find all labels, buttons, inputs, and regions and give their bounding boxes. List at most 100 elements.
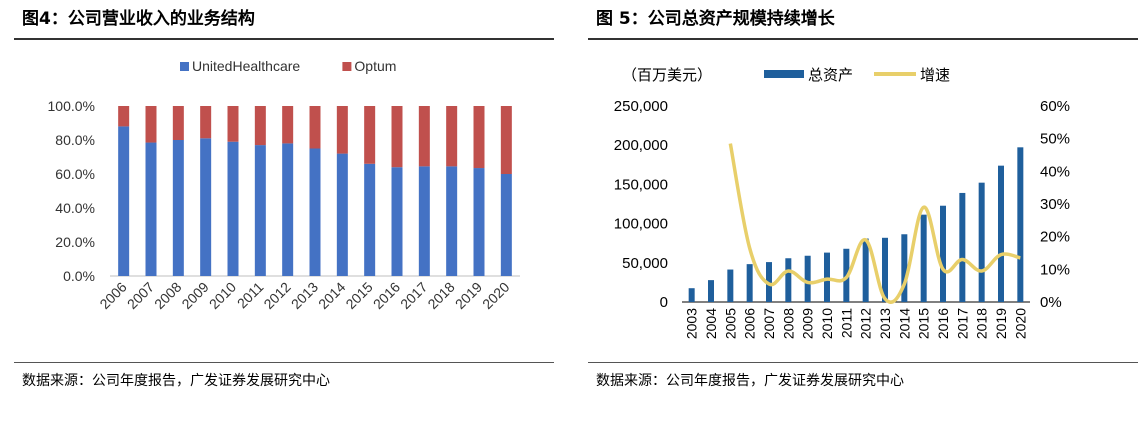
x-tick-label: 2017	[954, 308, 970, 339]
bar-unitedhealthcare-2009	[200, 138, 212, 276]
x-tick-label: 2013	[877, 308, 893, 339]
x-tick-label: 2016	[370, 279, 403, 312]
y-tick-label: 80.0%	[55, 132, 95, 148]
right-source-rule	[588, 362, 1138, 363]
bar-total-assets-2003	[688, 288, 695, 302]
left-source-note: 数据来源：公司年度报告，广发证券发展研究中心	[22, 373, 330, 389]
bar-unitedhealthcare-2010	[227, 141, 239, 276]
right-combo-chart: （百万美元） 总资产 增速 0 50,000 100,000 150,000 200,000 2…	[614, 67, 1070, 339]
bar-unitedhealthcare-2016	[391, 167, 403, 276]
bar-optum-2011	[254, 106, 266, 146]
growth-rate-line	[728, 143, 1021, 304]
x-tick-label: 2019	[452, 279, 485, 312]
bar-optum-2018	[446, 106, 458, 167]
bar-unitedhealthcare-2006	[118, 126, 130, 277]
bar-optum-2015	[364, 106, 376, 164]
left-title-rule	[14, 38, 554, 40]
x-tick-label: 2006	[96, 279, 129, 312]
bar-unitedhealthcare-2014	[336, 153, 348, 276]
bar-optum-2013	[309, 106, 321, 149]
x-tick-label: 2005	[722, 308, 738, 339]
bar-total-assets-2016	[940, 205, 946, 302]
bar-optum-2020	[500, 106, 512, 174]
legend-swatch-total-assets	[764, 70, 804, 78]
x-tick-label: 2012	[260, 279, 293, 312]
bar-total-assets-2017	[959, 192, 966, 302]
right-y-tick-label: 60%	[1040, 98, 1070, 115]
bar-total-assets-2018	[978, 182, 985, 302]
bar-optum-2008	[172, 106, 184, 140]
legend-label-unitedhealthcare: UnitedHealthcare	[192, 58, 300, 74]
x-tick-label: 2016	[935, 308, 951, 339]
y-tick-label: 40.0%	[55, 200, 95, 216]
y-tick-label: 0.0%	[63, 268, 95, 284]
x-tick-label: 2008	[151, 279, 184, 312]
right-y-tick-label: 30%	[1040, 196, 1070, 213]
bar-optum-2009	[200, 106, 212, 139]
x-tick-label: 2012	[858, 308, 874, 339]
x-tick-label: 2003	[684, 308, 700, 339]
right-y-tick-label: 40%	[1040, 163, 1070, 180]
x-tick-label: 2017	[397, 279, 430, 312]
bar-unitedhealthcare-2019	[473, 168, 485, 276]
x-tick-label: 2011	[234, 279, 267, 312]
x-tick-label: 2015	[916, 308, 932, 339]
x-tick-label: 2020	[1012, 308, 1028, 339]
bar-unitedhealthcare-2008	[172, 140, 184, 276]
bar-optum-2019	[473, 106, 485, 169]
bar-total-assets-2006	[746, 264, 753, 302]
right-title-rule	[588, 38, 1138, 40]
x-tick-label: 2014	[896, 308, 912, 339]
bar-optum-2007	[145, 106, 157, 143]
bar-total-assets-2013	[882, 237, 888, 302]
x-tick-label: 2010	[206, 279, 239, 312]
bar-unitedhealthcare-2017	[418, 166, 430, 276]
x-tick-label: 2006	[742, 308, 758, 339]
left-y-tick-label: 200,000	[614, 137, 668, 154]
bar-unitedhealthcare-2013	[309, 148, 321, 276]
x-tick-label: 2014	[315, 279, 348, 312]
left-y-tick-label: 150,000	[614, 176, 668, 193]
x-tick-label: 2007	[124, 279, 157, 312]
bar-unitedhealthcare-2018	[446, 166, 458, 276]
bar-total-assets-2012	[862, 238, 869, 302]
left-y-tick-label: 100,000	[614, 216, 668, 233]
y-tick-label: 20.0%	[55, 234, 95, 250]
x-tick-label: 2009	[178, 279, 211, 312]
legend-label-total-assets: 总资产	[808, 67, 853, 84]
right-y-tick-label: 50%	[1040, 131, 1070, 148]
left-chart-panel: 图4：公司营业收入的业务结构 UnitedHealthcare Optum 0.0%…	[0, 0, 566, 421]
left-y-tick-label: 250,000	[614, 98, 668, 115]
bar-total-assets-2010	[824, 252, 830, 302]
bar-optum-2016	[391, 106, 403, 168]
right-y-tick-label: 20%	[1040, 229, 1070, 246]
bar-optum-2010	[227, 106, 239, 142]
bar-unitedhealthcare-2020	[500, 174, 512, 276]
bar-unitedhealthcare-2007	[145, 142, 157, 276]
legend-label-optum: Optum	[354, 58, 396, 74]
left-figure-title: 图4：公司营业收入的业务结构	[22, 9, 255, 29]
x-tick-label: 2011	[838, 308, 854, 338]
bar-unitedhealthcare-2015	[364, 163, 376, 276]
left-y-tick-label: 0	[660, 294, 668, 311]
x-tick-label: 2009	[800, 308, 816, 339]
x-tick-label: 2007	[761, 308, 777, 339]
right-y-tick-label: 0%	[1040, 294, 1062, 311]
left-stacked-bar-chart: UnitedHealthcare Optum 0.0% 20.0% 40.0% 60.0%…	[48, 58, 520, 312]
bar-total-assets-2009	[804, 255, 811, 302]
x-tick-label: 2008	[780, 308, 796, 339]
right-source-note: 数据来源：公司年度报告，广发证券发展研究中心	[596, 373, 904, 389]
bar-unitedhealthcare-2012	[282, 143, 294, 276]
y-tick-label: 60.0%	[55, 166, 95, 182]
legend-swatch-optum	[342, 62, 352, 71]
bar-total-assets-2020	[1017, 147, 1024, 302]
bar-optum-2014	[336, 106, 348, 154]
right-y-tick-label: 10%	[1040, 261, 1070, 278]
legend-label-growth: 增速	[920, 67, 950, 84]
x-tick-label: 2013	[288, 279, 321, 312]
x-tick-label: 2018	[974, 308, 990, 339]
left-y-tick-label: 50,000	[622, 255, 668, 272]
right-chart-panel: 图 5：公司总资产规模持续增长 （百万美元） 总资产 增速 0 50,000 100,00…	[582, 0, 1147, 421]
left-source-rule	[14, 362, 554, 363]
bar-total-assets-2005	[727, 269, 734, 302]
